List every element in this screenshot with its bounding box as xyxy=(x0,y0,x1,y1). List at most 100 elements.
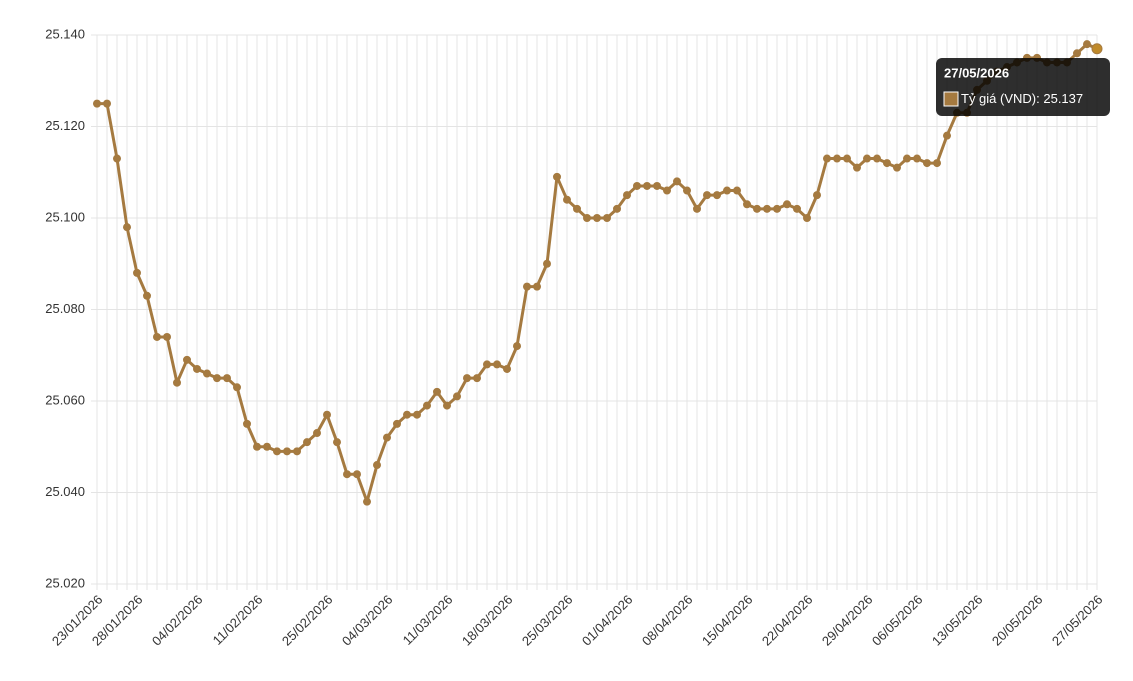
point xyxy=(673,177,681,186)
point xyxy=(133,268,141,277)
point xyxy=(733,186,741,195)
x-tick-label: 11/03/2026 xyxy=(400,592,456,648)
point xyxy=(553,172,561,181)
point xyxy=(313,429,321,438)
point xyxy=(173,378,181,387)
point xyxy=(223,374,231,383)
hover-point xyxy=(1091,43,1103,55)
point xyxy=(373,461,381,470)
y-tick-label: 25.020 xyxy=(45,575,85,590)
point xyxy=(773,204,781,213)
point xyxy=(403,410,411,419)
tooltip-value: 25.137 xyxy=(1043,91,1083,106)
point xyxy=(163,332,171,341)
point xyxy=(603,214,611,222)
point xyxy=(923,159,931,168)
point xyxy=(393,419,401,428)
point xyxy=(663,186,671,195)
point xyxy=(453,392,461,401)
point xyxy=(583,214,591,222)
point xyxy=(763,204,771,213)
point xyxy=(1073,49,1081,58)
x-tick-label: 01/04/2026 xyxy=(579,592,636,649)
point xyxy=(843,154,851,163)
point xyxy=(883,159,891,168)
point xyxy=(833,154,841,163)
point xyxy=(793,204,801,213)
point xyxy=(423,401,431,410)
point xyxy=(463,374,471,383)
point xyxy=(613,204,621,213)
point xyxy=(283,447,291,456)
point xyxy=(753,204,761,213)
x-tick-label: 04/03/2026 xyxy=(339,592,396,649)
point xyxy=(743,200,751,209)
point xyxy=(293,447,301,456)
point xyxy=(443,401,451,410)
point xyxy=(113,154,121,163)
x-tick-label: 13/05/2026 xyxy=(929,592,986,649)
point xyxy=(93,99,101,108)
y-tick-label: 25.120 xyxy=(45,118,85,133)
point xyxy=(633,181,641,190)
point xyxy=(273,447,281,456)
point xyxy=(333,438,341,447)
x-tick-label: 29/04/2026 xyxy=(819,592,876,649)
point xyxy=(303,438,311,447)
point xyxy=(863,154,871,163)
point xyxy=(433,387,441,396)
x-tick-label: 20/05/2026 xyxy=(989,592,1046,649)
x-tick-label: 22/04/2026 xyxy=(759,592,816,649)
point xyxy=(703,191,711,200)
point xyxy=(503,364,511,373)
point xyxy=(893,163,901,172)
point xyxy=(233,383,241,392)
point xyxy=(1083,40,1091,49)
point xyxy=(723,186,731,195)
point xyxy=(823,154,831,163)
tooltip: 27/05/2026 Tỷ giá (VND): 25.137 xyxy=(936,58,1110,116)
point xyxy=(153,332,161,341)
point xyxy=(533,282,541,291)
x-tick-label: 25/02/2026 xyxy=(279,592,336,649)
point xyxy=(693,204,701,213)
point xyxy=(523,282,531,291)
point xyxy=(643,181,651,190)
tooltip-label: Tỷ giá (VND): 25.137 xyxy=(961,91,1083,106)
point xyxy=(713,191,721,200)
point xyxy=(903,154,911,163)
point xyxy=(803,214,811,222)
point xyxy=(323,410,331,419)
y-tick-label: 25.080 xyxy=(45,301,85,316)
x-tick-label: 15/04/2026 xyxy=(699,592,756,649)
point xyxy=(473,374,481,383)
x-tick-label: 06/05/2026 xyxy=(869,592,926,649)
x-tick-label: 11/02/2026 xyxy=(210,592,266,648)
point xyxy=(873,154,881,163)
point xyxy=(103,99,111,108)
point xyxy=(493,360,501,369)
point xyxy=(353,470,361,479)
tooltip-swatch xyxy=(943,91,959,107)
y-tick-label: 25.100 xyxy=(45,209,85,224)
x-tick-label: 18/03/2026 xyxy=(459,592,516,649)
x-tick-label: 08/04/2026 xyxy=(639,592,696,649)
point xyxy=(413,410,421,419)
point xyxy=(573,204,581,213)
point xyxy=(203,369,211,378)
point xyxy=(813,191,821,200)
point xyxy=(853,163,861,172)
x-tick-label: 25/03/2026 xyxy=(519,592,576,649)
x-tick-label: 04/02/2026 xyxy=(149,592,206,649)
point xyxy=(363,497,371,506)
point xyxy=(933,159,941,168)
point xyxy=(343,470,351,479)
point xyxy=(563,195,571,204)
point xyxy=(483,360,491,369)
point xyxy=(383,433,391,442)
point xyxy=(123,223,131,232)
y-tick-label: 25.060 xyxy=(45,392,85,407)
tooltip-sep: : xyxy=(1036,91,1043,106)
y-tick-label: 25.040 xyxy=(45,484,85,499)
point xyxy=(143,291,151,300)
